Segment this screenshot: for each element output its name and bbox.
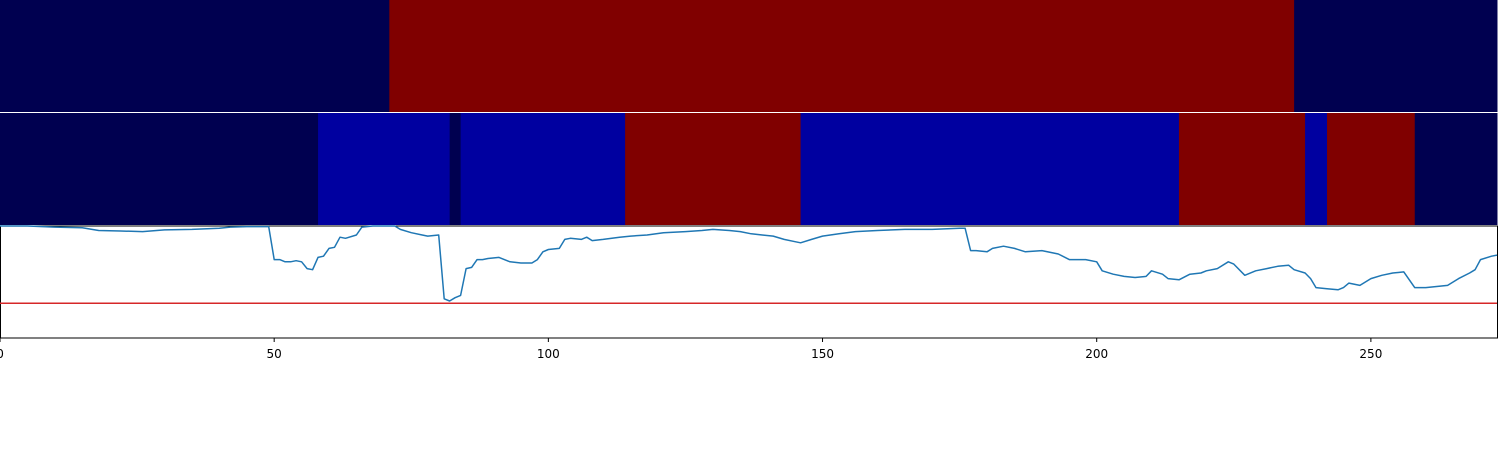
state-bar-2-segment [449, 113, 462, 225]
x-tick-label: 250 [1359, 347, 1382, 361]
x-tick-label: 200 [1085, 347, 1108, 361]
x-axis: 0 50 100 150 200 250 [0, 338, 1382, 361]
state-bar-2-segment [800, 113, 1180, 225]
state-bar-2-segment [318, 113, 451, 225]
plot-frame [0, 225, 1498, 339]
state-bar-1-segment [389, 0, 1295, 112]
state-bar-2-segment [0, 113, 319, 225]
state-bar-1-segment [1294, 0, 1498, 112]
state-bar-2-segment [625, 113, 802, 225]
state-bar-2-segment [1305, 113, 1328, 225]
x-tick-label: 150 [811, 347, 834, 361]
line-plot [0, 225, 1498, 339]
x-tick-label: 50 [267, 347, 282, 361]
x-tick-label: 100 [537, 347, 560, 361]
state-bar-2-segment [460, 113, 626, 225]
state-bar-2-segment [1178, 113, 1306, 225]
series-line [0, 225, 1498, 302]
state-bar-1-segment [0, 0, 390, 112]
state-bar-2-segment [1327, 113, 1416, 225]
state-bars [0, 0, 1498, 225]
x-tick-label: 0 [0, 347, 4, 361]
state-bar-2-segment [1414, 113, 1498, 225]
